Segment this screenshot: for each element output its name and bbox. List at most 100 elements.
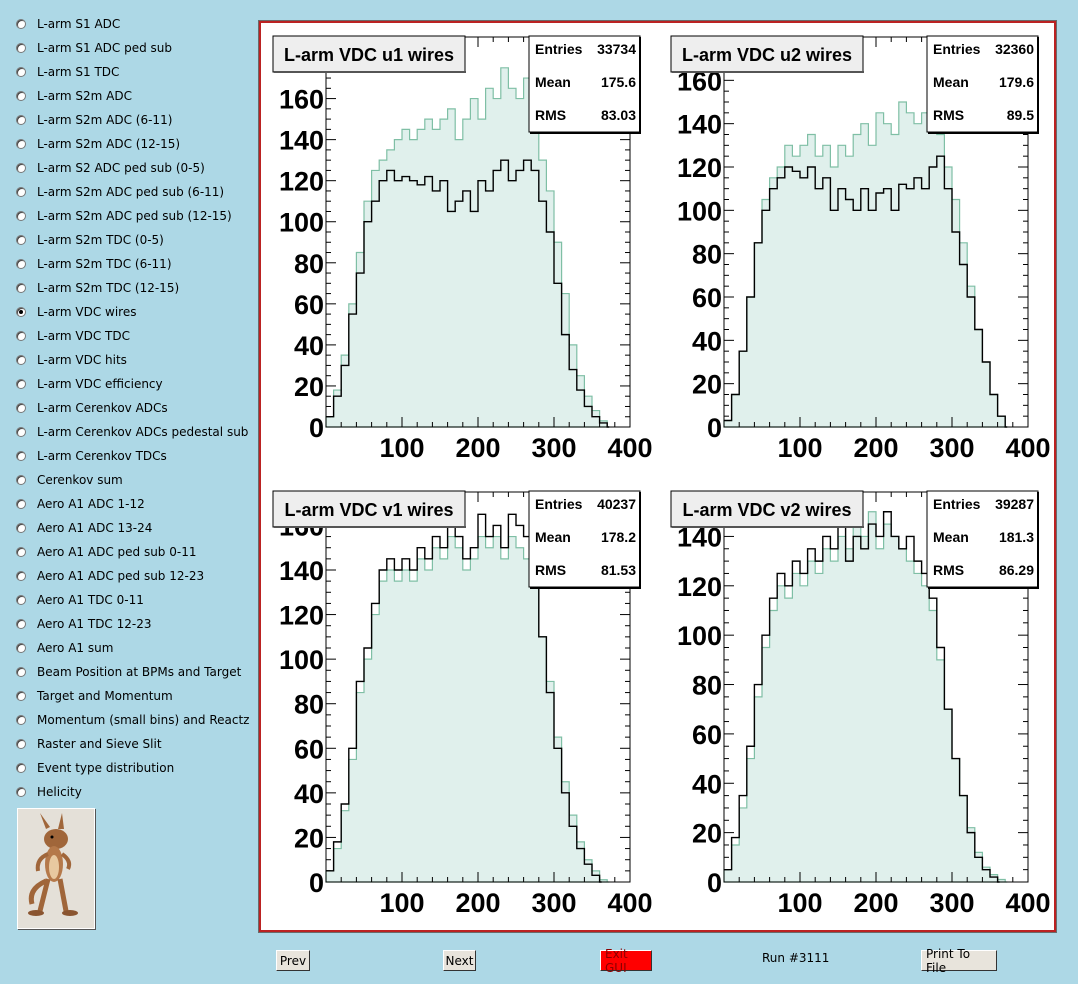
- radio-unchecked-icon[interactable]: [16, 403, 26, 413]
- stats-label: RMS: [933, 107, 964, 123]
- radio-option[interactable]: L-arm S2m TDC (12-15): [16, 278, 179, 298]
- radio-unchecked-icon[interactable]: [16, 43, 26, 53]
- y-tick-label: 140: [279, 126, 324, 156]
- radio-unchecked-icon[interactable]: [16, 259, 26, 269]
- radio-unchecked-icon[interactable]: [16, 643, 26, 653]
- radio-option[interactable]: Aero A1 TDC 12-23: [16, 614, 152, 634]
- radio-unchecked-icon[interactable]: [16, 787, 26, 797]
- stats-label: Entries: [933, 496, 981, 512]
- radio-unchecked-icon[interactable]: [16, 739, 26, 749]
- radio-option[interactable]: L-arm S1 ADC ped sub: [16, 38, 172, 58]
- radio-option[interactable]: L-arm Cerenkov ADCs: [16, 398, 168, 418]
- radio-unchecked-icon[interactable]: [16, 115, 26, 125]
- run-number-label: Run #3111: [762, 951, 830, 965]
- radio-option[interactable]: L-arm VDC hits: [16, 350, 127, 370]
- radio-option[interactable]: L-arm VDC TDC: [16, 326, 130, 346]
- radio-option[interactable]: L-arm S2m ADC (12-15): [16, 134, 180, 154]
- y-tick-label: 120: [677, 153, 722, 183]
- radio-unchecked-icon[interactable]: [16, 163, 26, 173]
- radio-option[interactable]: L-arm S2m TDC (0-5): [16, 230, 164, 250]
- stats-value: 179.6: [999, 74, 1034, 90]
- radio-unchecked-icon[interactable]: [16, 595, 26, 605]
- radio-unchecked-icon[interactable]: [16, 19, 26, 29]
- radio-unchecked-icon[interactable]: [16, 427, 26, 437]
- radio-label: L-arm S1 ADC ped sub: [37, 41, 172, 55]
- radio-label: L-arm VDC wires: [37, 305, 137, 319]
- radio-option[interactable]: Aero A1 ADC 13-24: [16, 518, 152, 538]
- radio-unchecked-icon[interactable]: [16, 91, 26, 101]
- x-tick-label: 300: [531, 888, 576, 918]
- radio-unchecked-icon[interactable]: [16, 571, 26, 581]
- radio-unchecked-icon[interactable]: [16, 475, 26, 485]
- radio-option[interactable]: Event type distribution: [16, 758, 174, 778]
- radio-unchecked-icon[interactable]: [16, 523, 26, 533]
- radio-option[interactable]: L-arm VDC efficiency: [16, 374, 163, 394]
- radio-unchecked-icon[interactable]: [16, 715, 26, 725]
- x-tick-label: 200: [455, 888, 500, 918]
- radio-unchecked-icon[interactable]: [16, 451, 26, 461]
- histogram-panel: 100200300400020406080100120140160180L-ar…: [272, 35, 653, 463]
- stats-box-bg: [528, 490, 641, 588]
- y-tick-label: 20: [294, 823, 324, 853]
- radio-option[interactable]: L-arm S1 ADC: [16, 14, 120, 34]
- histogram-title-box: L-arm VDC v1 wires: [272, 490, 466, 528]
- radio-option[interactable]: Helicity: [16, 782, 82, 802]
- radio-unchecked-icon[interactable]: [16, 379, 26, 389]
- histogram-title-box: L-arm VDC u1 wires: [272, 35, 466, 73]
- x-tick-label: 300: [929, 433, 974, 463]
- radio-option[interactable]: Aero A1 ADC ped sub 0-11: [16, 542, 196, 562]
- radio-unchecked-icon[interactable]: [16, 763, 26, 773]
- radio-checked-icon[interactable]: [16, 307, 26, 317]
- radio-option[interactable]: L-arm VDC wires: [16, 302, 136, 322]
- radio-unchecked-icon[interactable]: [16, 331, 26, 341]
- radio-option[interactable]: L-arm S2 ADC ped sub (0-5): [16, 158, 205, 178]
- radio-unchecked-icon[interactable]: [16, 667, 26, 677]
- radio-unchecked-icon[interactable]: [16, 547, 26, 557]
- radio-label: Aero A1 TDC 12-23: [37, 617, 152, 631]
- radio-option[interactable]: L-arm Cerenkov TDCs: [16, 446, 167, 466]
- radio-unchecked-icon[interactable]: [16, 139, 26, 149]
- stats-label: Mean: [933, 74, 969, 90]
- radio-option[interactable]: Beam Position at BPMs and Target: [16, 662, 241, 682]
- radio-option[interactable]: L-arm S2m TDC (6-11): [16, 254, 172, 274]
- radio-option[interactable]: Raster and Sieve Slit: [16, 734, 162, 754]
- exit-gui-button[interactable]: Exit GUI: [600, 947, 652, 975]
- radio-option[interactable]: Target and Momentum: [16, 686, 173, 706]
- radio-unchecked-icon[interactable]: [16, 187, 26, 197]
- radio-unchecked-icon[interactable]: [16, 499, 26, 509]
- title-box-bg: [670, 490, 864, 528]
- radio-option[interactable]: Aero A1 sum: [16, 638, 113, 658]
- radio-option[interactable]: Aero A1 TDC 0-11: [16, 590, 144, 610]
- radio-option[interactable]: Aero A1 ADC ped sub 12-23: [16, 566, 204, 586]
- radio-option[interactable]: L-arm S1 TDC: [16, 62, 119, 82]
- radio-label: L-arm S2m TDC (6-11): [37, 257, 172, 271]
- radio-label: L-arm VDC efficiency: [37, 377, 163, 391]
- radio-option[interactable]: L-arm S2m ADC ped sub (6-11): [16, 182, 224, 202]
- radio-unchecked-icon[interactable]: [16, 691, 26, 701]
- radio-option[interactable]: L-arm Cerenkov ADCs pedestal sub: [16, 422, 248, 442]
- y-tick-label: 20: [692, 819, 722, 849]
- radio-option[interactable]: L-arm S2m ADC ped sub (12-15): [16, 206, 232, 226]
- histogram-canvas[interactable]: 100200300400020406080100120140160180L-ar…: [261, 23, 1054, 930]
- y-tick-label: 0: [707, 868, 722, 898]
- prev-button[interactable]: Prev: [276, 950, 310, 971]
- histogram-title-box: L-arm VDC u2 wires: [670, 35, 864, 73]
- radio-label: L-arm S1 ADC: [37, 17, 121, 31]
- stats-value: 81.53: [601, 562, 636, 578]
- radio-label: L-arm S2m ADC (12-15): [37, 137, 181, 151]
- next-button[interactable]: Next: [443, 950, 476, 971]
- radio-option[interactable]: Aero A1 ADC 1-12: [16, 494, 145, 514]
- radio-unchecked-icon[interactable]: [16, 619, 26, 629]
- radio-unchecked-icon[interactable]: [16, 67, 26, 77]
- radio-unchecked-icon[interactable]: [16, 235, 26, 245]
- radio-option[interactable]: L-arm S2m ADC (6-11): [16, 110, 172, 130]
- print-to-file-button[interactable]: Print To File: [921, 947, 997, 975]
- radio-option[interactable]: Cerenkov sum: [16, 470, 123, 490]
- radio-unchecked-icon[interactable]: [16, 211, 26, 221]
- radio-option[interactable]: Momentum (small bins) and Reactz: [16, 710, 249, 730]
- stats-value: 39287: [995, 496, 1034, 512]
- radio-unchecked-icon[interactable]: [16, 283, 26, 293]
- radio-unchecked-icon[interactable]: [16, 355, 26, 365]
- radio-option[interactable]: L-arm S2m ADC: [16, 86, 132, 106]
- y-tick-label: 60: [692, 720, 722, 750]
